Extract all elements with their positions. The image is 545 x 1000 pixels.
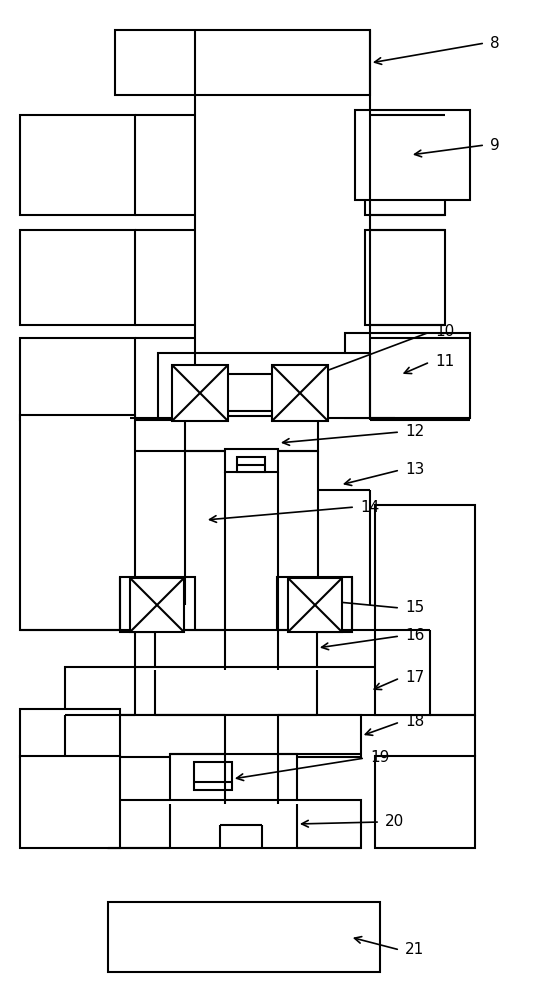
Bar xyxy=(120,577,195,632)
Bar xyxy=(375,756,475,848)
Bar xyxy=(288,578,342,632)
Text: 13: 13 xyxy=(405,462,425,478)
Bar xyxy=(194,762,232,790)
Bar xyxy=(155,630,317,670)
Text: 18: 18 xyxy=(405,714,424,730)
Bar xyxy=(130,578,184,632)
Bar xyxy=(375,505,475,715)
Bar xyxy=(365,230,445,325)
Bar xyxy=(272,365,328,421)
Text: 10: 10 xyxy=(435,324,454,340)
Bar xyxy=(108,800,361,848)
Text: 8: 8 xyxy=(490,35,500,50)
Bar xyxy=(20,415,135,630)
Bar xyxy=(115,30,370,95)
Text: 9: 9 xyxy=(490,137,500,152)
Text: 17: 17 xyxy=(405,670,424,686)
Text: 19: 19 xyxy=(370,750,389,766)
Bar xyxy=(355,110,470,200)
Bar xyxy=(108,902,380,972)
Text: 16: 16 xyxy=(405,629,425,644)
Bar xyxy=(170,754,297,804)
Bar xyxy=(225,449,278,472)
Bar xyxy=(225,374,278,411)
Bar xyxy=(172,365,228,421)
Text: 12: 12 xyxy=(405,424,424,440)
Text: 11: 11 xyxy=(435,355,454,369)
Bar xyxy=(20,709,120,757)
Bar xyxy=(365,115,445,215)
Bar xyxy=(65,667,430,715)
Bar xyxy=(20,338,135,420)
Bar xyxy=(108,715,361,757)
Text: 14: 14 xyxy=(360,499,379,514)
Bar xyxy=(237,457,265,472)
Text: 15: 15 xyxy=(405,600,424,615)
Bar xyxy=(277,577,352,632)
Bar xyxy=(158,353,370,418)
Text: 21: 21 xyxy=(405,942,424,958)
Bar xyxy=(20,756,120,848)
Bar xyxy=(185,416,318,451)
Text: 20: 20 xyxy=(385,814,404,830)
Bar xyxy=(20,230,135,325)
Bar xyxy=(20,115,135,215)
Bar xyxy=(345,333,470,418)
